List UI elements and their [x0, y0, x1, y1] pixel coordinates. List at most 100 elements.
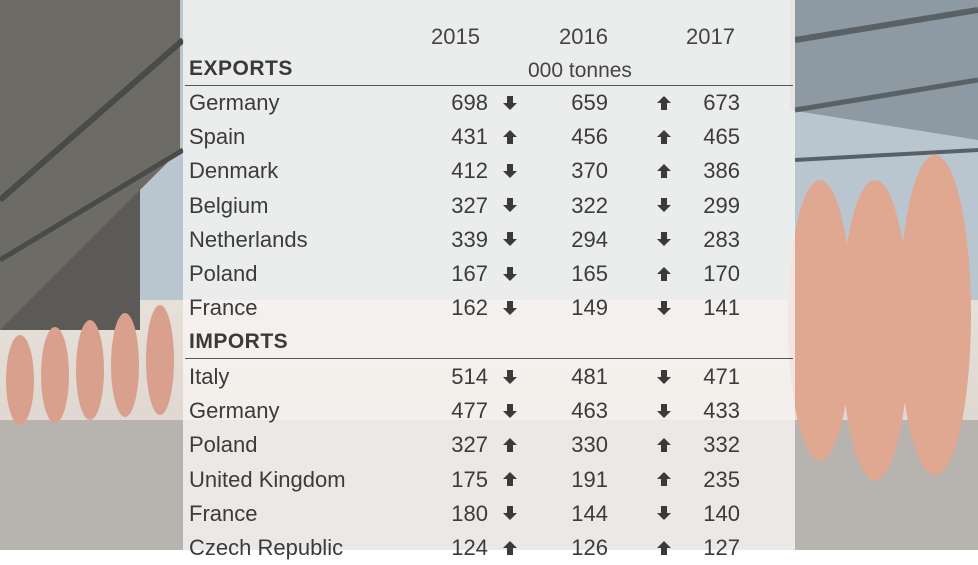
- arrow-down-icon: [499, 497, 521, 531]
- arrow-down-icon: [653, 497, 675, 531]
- table-row: France 180 144 140: [183, 497, 795, 531]
- arrow-down-icon: [499, 189, 521, 223]
- arrow-down-icon: [499, 257, 521, 291]
- value-2017-cell: 386: [703, 158, 740, 184]
- table-row: Poland 327 330 332: [183, 428, 795, 462]
- year-header-2016: 2016: [559, 24, 608, 49]
- arrow-down-icon: [653, 291, 675, 325]
- value-2015-cell: 412: [451, 158, 488, 184]
- arrow-down-icon: [653, 189, 675, 223]
- value-2015-cell: 339: [451, 226, 488, 252]
- country-cell: France: [189, 295, 258, 321]
- arrow-down-icon: [499, 154, 521, 188]
- value-2016-cell: 481: [571, 364, 608, 389]
- value-2015-cell: 514: [451, 364, 488, 389]
- value-2016-cell: 294: [571, 226, 608, 252]
- arrow-down-icon: [653, 394, 675, 428]
- country-cell: Poland: [189, 261, 258, 286]
- country-cell: Czech Republic: [189, 535, 344, 560]
- country-cell: Spain: [189, 124, 246, 150]
- table-row: Netherlands 339 294 283: [183, 223, 795, 257]
- country-cell: Germany: [189, 398, 280, 424]
- value-2017-cell: 283: [703, 226, 740, 252]
- value-2017-cell: 673: [703, 90, 740, 115]
- arrow-up-icon: [499, 531, 521, 565]
- arrow-down-icon: [653, 223, 675, 257]
- table-row: Poland 167 165 170: [183, 257, 795, 291]
- value-2015-cell: 180: [451, 500, 488, 526]
- country-cell: Germany: [189, 90, 280, 115]
- value-2016-cell: 144: [571, 500, 608, 526]
- table-row: Spain 431 456 465: [183, 120, 795, 154]
- country-cell: Netherlands: [189, 226, 308, 252]
- table-row: Italy 514 481 471: [183, 360, 795, 394]
- arrow-down-icon: [499, 223, 521, 257]
- table-row: Germany 477 463 433: [183, 394, 795, 428]
- table-row: Czech Republic 124 126 127: [183, 531, 795, 565]
- value-2017-cell: 299: [703, 192, 740, 218]
- country-cell: Poland: [189, 432, 258, 458]
- arrow-up-icon: [653, 154, 675, 188]
- value-2016-cell: 659: [571, 90, 608, 115]
- table-panel: [183, 0, 795, 550]
- arrow-up-icon: [653, 86, 675, 120]
- arrow-down-icon: [653, 360, 675, 394]
- section-title-imports: IMPORTS: [189, 330, 289, 353]
- value-2015-cell: 327: [451, 432, 488, 458]
- value-2016-cell: 463: [571, 398, 608, 424]
- value-2017-cell: 433: [703, 398, 740, 424]
- arrow-up-icon: [499, 428, 521, 462]
- arrow-up-icon: [653, 428, 675, 462]
- value-2015-cell: 167: [451, 261, 488, 286]
- table-row: Belgium 327 322 299: [183, 189, 795, 223]
- section-divider: [185, 358, 793, 359]
- trade-table: 2015 2016 2017 000 tonnes EXPORTS Germany…: [183, 0, 795, 560]
- arrow-up-icon: [499, 120, 521, 154]
- value-2015-cell: 175: [451, 466, 488, 492]
- arrow-up-icon: [653, 120, 675, 154]
- section-divider: [185, 85, 793, 86]
- value-2017-cell: 332: [703, 432, 740, 458]
- country-cell: Denmark: [189, 158, 279, 184]
- value-2015-cell: 162: [451, 295, 488, 321]
- value-2016-cell: 330: [571, 432, 608, 458]
- year-header-2015: 2015: [431, 24, 480, 49]
- value-2015-cell: 698: [451, 90, 488, 115]
- arrow-down-icon: [499, 291, 521, 325]
- table-row: Germany 698 659 673: [183, 86, 795, 120]
- value-2017-cell: 471: [703, 364, 740, 389]
- value-2016-cell: 322: [571, 192, 608, 218]
- section-title-exports: EXPORTS: [189, 57, 293, 80]
- unit-label: 000 tonnes: [528, 59, 632, 82]
- table-row: United Kingdom 175 191 235: [183, 463, 795, 497]
- value-2017-cell: 141: [703, 295, 740, 321]
- value-2017-cell: 127: [703, 535, 740, 560]
- arrow-up-icon: [653, 463, 675, 497]
- value-2016-cell: 149: [571, 295, 608, 321]
- value-2015-cell: 477: [451, 398, 488, 424]
- country-cell: France: [189, 500, 258, 526]
- value-2016-cell: 456: [571, 124, 608, 150]
- value-2015-cell: 431: [451, 124, 488, 150]
- country-cell: Italy: [189, 364, 230, 389]
- value-2017-cell: 235: [703, 466, 740, 492]
- value-2017-cell: 465: [703, 124, 740, 150]
- arrow-up-icon: [653, 531, 675, 565]
- value-2015-cell: 327: [451, 192, 488, 218]
- table-row: Denmark 412 370 386: [183, 154, 795, 188]
- value-2017-cell: 140: [703, 500, 740, 526]
- arrow-down-icon: [499, 394, 521, 428]
- value-2016-cell: 370: [571, 158, 608, 184]
- value-2016-cell: 191: [571, 466, 608, 492]
- arrow-up-icon: [653, 257, 675, 291]
- value-2016-cell: 126: [571, 535, 608, 560]
- value-2017-cell: 170: [703, 261, 740, 286]
- arrow-down-icon: [499, 360, 521, 394]
- arrow-up-icon: [499, 463, 521, 497]
- value-2016-cell: 165: [571, 261, 608, 286]
- table-row: France 162 149 141: [183, 291, 795, 325]
- arrow-down-icon: [499, 86, 521, 120]
- country-cell: United Kingdom: [189, 466, 346, 492]
- value-2015-cell: 124: [451, 535, 488, 560]
- year-header-2017: 2017: [686, 24, 735, 49]
